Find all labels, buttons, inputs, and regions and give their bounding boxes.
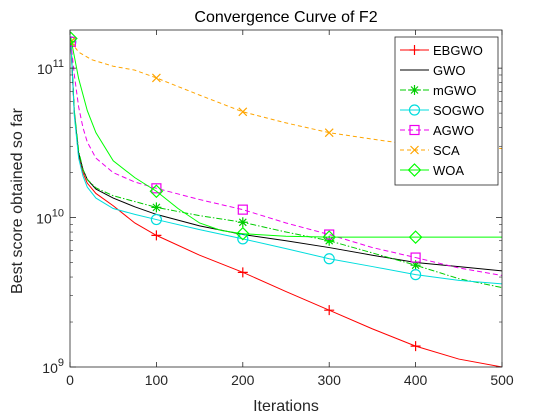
y-tick-label-1: 1010: [36, 208, 64, 227]
legend-box: [394, 36, 499, 186]
series-line-agwo: [70, 41, 502, 276]
series-marker-agwo-4: [410, 252, 421, 263]
x-axis-title: Iterations: [253, 398, 319, 415]
series-marker-mgwo-4: [410, 260, 421, 271]
axes-box: [69, 29, 503, 368]
chart-title: Convergence Curve of F2: [194, 9, 377, 26]
series-marker-sca-0: [70, 37, 76, 47]
series-marker-sca-1: [151, 73, 161, 83]
legend-label-ebgwo: EBGWO: [433, 43, 483, 58]
legend-marker-sogwo: [408, 104, 421, 116]
series-marker-sca-2: [238, 107, 248, 117]
x-tick-label-1: 100: [145, 372, 169, 388]
x-tick-label-3: 300: [318, 372, 342, 388]
x-tick-label-2: 200: [231, 372, 255, 388]
y-tick-label-0: 109: [42, 357, 64, 376]
series-marker-sogwo-1: [150, 213, 162, 226]
series-marker-ebgwo-3: [324, 305, 335, 316]
series-marker-mgwo-1: [151, 202, 162, 213]
y-axis-title: Best score obtained so far: [9, 107, 26, 294]
series-marker-mgwo-2: [237, 217, 248, 228]
y-tick-label-2: 1011: [37, 58, 64, 77]
series-marker-sca-3: [324, 128, 334, 138]
x-tick-label-0: 0: [66, 372, 74, 388]
series-marker-ebgwo-1: [151, 230, 162, 241]
series-marker-ebgwo-2: [237, 267, 248, 278]
series-marker-agwo-0: [70, 36, 76, 47]
series-marker-ebgwo-4: [410, 341, 421, 352]
legend-marker-agwo: [409, 124, 420, 136]
x-tick-label-4: 400: [404, 372, 428, 388]
series-marker-woa-0: [70, 31, 78, 46]
legend-marker-mgwo: [409, 85, 420, 95]
series-line-sogwo: [70, 41, 502, 285]
legend-marker-woa: [407, 163, 422, 177]
series-marker-sogwo-3: [323, 253, 335, 265]
legend-label-mgwo: mGWO: [433, 83, 476, 98]
series-marker-woa-4: [408, 230, 423, 244]
legend-marker-ebgwo: [409, 45, 420, 55]
series-marker-woa-3: [322, 230, 337, 244]
series-marker-agwo-2: [237, 204, 248, 215]
series-marker-agwo-3: [324, 229, 335, 240]
legend-label-woa: WOA: [433, 163, 464, 178]
series-marker-mgwo-3: [324, 235, 335, 246]
series-line-woa: [70, 38, 502, 238]
axes: 0 100 200 300 400 500 109 1010 1011: [36, 29, 514, 388]
legend-label-sca: SCA: [433, 143, 460, 158]
legend: EBGWO GWO mGWO SOGWO AGWO SCA WOA: [394, 36, 499, 186]
legend-marker-sca: [410, 145, 419, 155]
legend-label-gwo: GWO: [433, 63, 466, 78]
series-marker-woa-1: [149, 184, 164, 199]
legend-label-agwo: AGWO: [433, 123, 474, 138]
series-marker-sogwo-4: [410, 269, 422, 281]
series-lines: [70, 31, 502, 367]
series-marker-woa-2: [235, 226, 250, 241]
legend-label-sogwo: SOGWO: [433, 103, 484, 118]
x-tick-label-5: 500: [490, 372, 514, 388]
